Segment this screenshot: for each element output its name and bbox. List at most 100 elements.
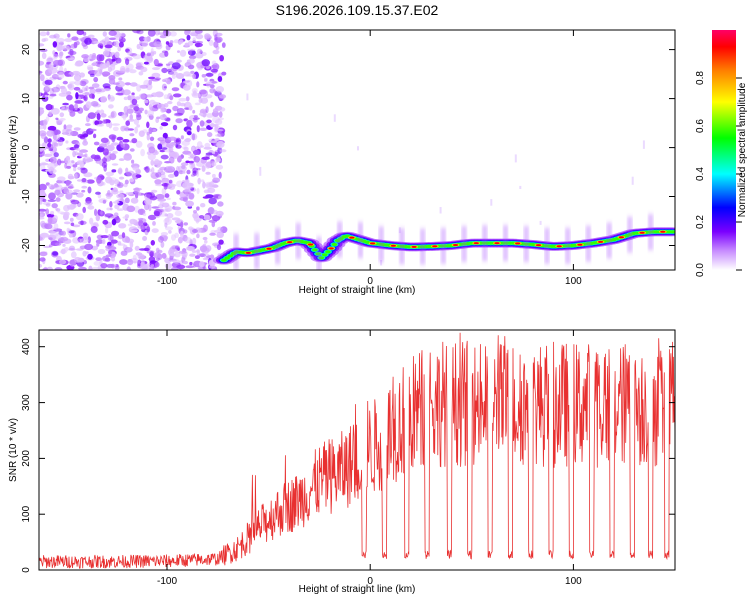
noise-speckle [79,80,87,87]
noise-speckle [93,141,100,146]
track-streak [296,222,300,259]
noise-speckle [169,95,174,101]
noise-speckle [100,263,108,269]
noise-speckle [151,189,158,193]
track-core-inner [494,242,500,245]
noise-speckle [160,154,169,160]
track-core-inner [307,243,314,246]
noise-speckle [149,260,157,264]
noise-speckle [217,201,224,207]
track-glow [669,230,675,234]
noise-speckle [123,247,133,253]
noise-speckle [157,198,167,202]
track-glow [325,250,331,254]
noise-speckle [218,94,227,99]
track-core-inner [266,247,272,250]
noise-speckle [221,71,227,76]
noise-speckle [118,41,124,48]
noise-speckle [196,249,200,253]
noise-speckle [164,262,172,269]
noise-speckle [142,236,148,241]
noise-speckle [141,40,149,48]
noise-speckle [102,199,107,204]
noise-speckle [45,103,53,111]
noise-speckle [196,125,200,133]
noise-speckle [188,246,196,252]
noise-speckle [157,236,164,243]
faint-speckle [642,140,645,149]
noise-speckle [214,119,223,125]
noise-speckle [117,208,124,212]
faint-speckle [246,93,249,101]
noise-speckle [39,213,43,218]
noise-speckle [46,266,53,270]
noise-speckle [157,32,166,35]
noise-speckle [46,130,55,137]
noise-speckle [166,79,172,85]
noise-speckle [39,163,42,167]
track-glow [224,256,230,260]
faint-speckle [631,176,634,185]
noise-speckle [88,86,95,90]
noise-speckle [129,114,133,121]
track-core-inner [639,231,645,234]
noise-speckle [52,215,58,222]
noise-speckle [43,37,49,42]
noise-speckle [181,140,190,146]
noise-speckle [138,218,147,224]
spectrogram-track [212,214,675,270]
noise-speckle [73,144,80,149]
noise-speckle [184,30,191,36]
track-streak [483,225,487,262]
noise-speckle [153,58,159,66]
noise-speckle [179,39,184,44]
spectrogram-ytick-neg20: -20 [21,238,32,253]
noise-speckle [218,107,226,112]
noise-speckle [82,206,86,213]
noise-speckle [205,72,214,77]
noise-speckle [84,243,94,251]
noise-speckle [87,253,93,260]
noise-speckle [149,195,158,201]
noise-speckle [191,133,196,141]
noise-speckle [113,212,119,217]
noise-speckle [216,140,225,149]
noise-speckle [88,265,93,270]
noise-speckle [192,237,197,245]
track-streak [234,233,238,270]
noise-speckle [201,156,210,160]
noise-speckle [146,192,156,199]
noise-speckle [93,261,101,266]
noise-speckle [199,127,208,131]
noise-speckle [48,148,54,151]
noise-speckle [138,45,144,51]
noise-speckle [116,182,124,189]
noise-speckle [59,112,65,118]
noise-speckle [179,49,187,57]
noise-speckle [159,201,164,205]
noise-speckle [202,196,210,199]
noise-speckle [216,129,224,132]
track-glow [321,253,328,257]
noise-speckle [137,259,142,267]
noise-speckle [215,32,223,37]
noise-speckle [183,146,189,152]
noise-speckle [108,250,112,255]
noise-speckle [153,41,162,47]
noise-speckle [57,158,62,166]
noise-speckle [175,143,179,148]
noise-speckle [39,107,45,115]
spectrogram-xlabel: Height of straight line (km) [299,285,416,296]
noise-speckle [107,95,115,102]
noise-speckle [111,163,119,166]
noise-speckle [71,160,75,164]
noise-speckle [49,34,57,39]
noise-speckle [104,44,113,49]
noise-speckle [96,176,102,184]
noise-speckle [75,213,84,221]
noise-speckle [117,167,123,175]
noise-speckle [61,45,70,51]
noise-speckle [190,174,196,177]
noise-speckle [102,255,110,262]
noise-speckle [102,157,107,164]
